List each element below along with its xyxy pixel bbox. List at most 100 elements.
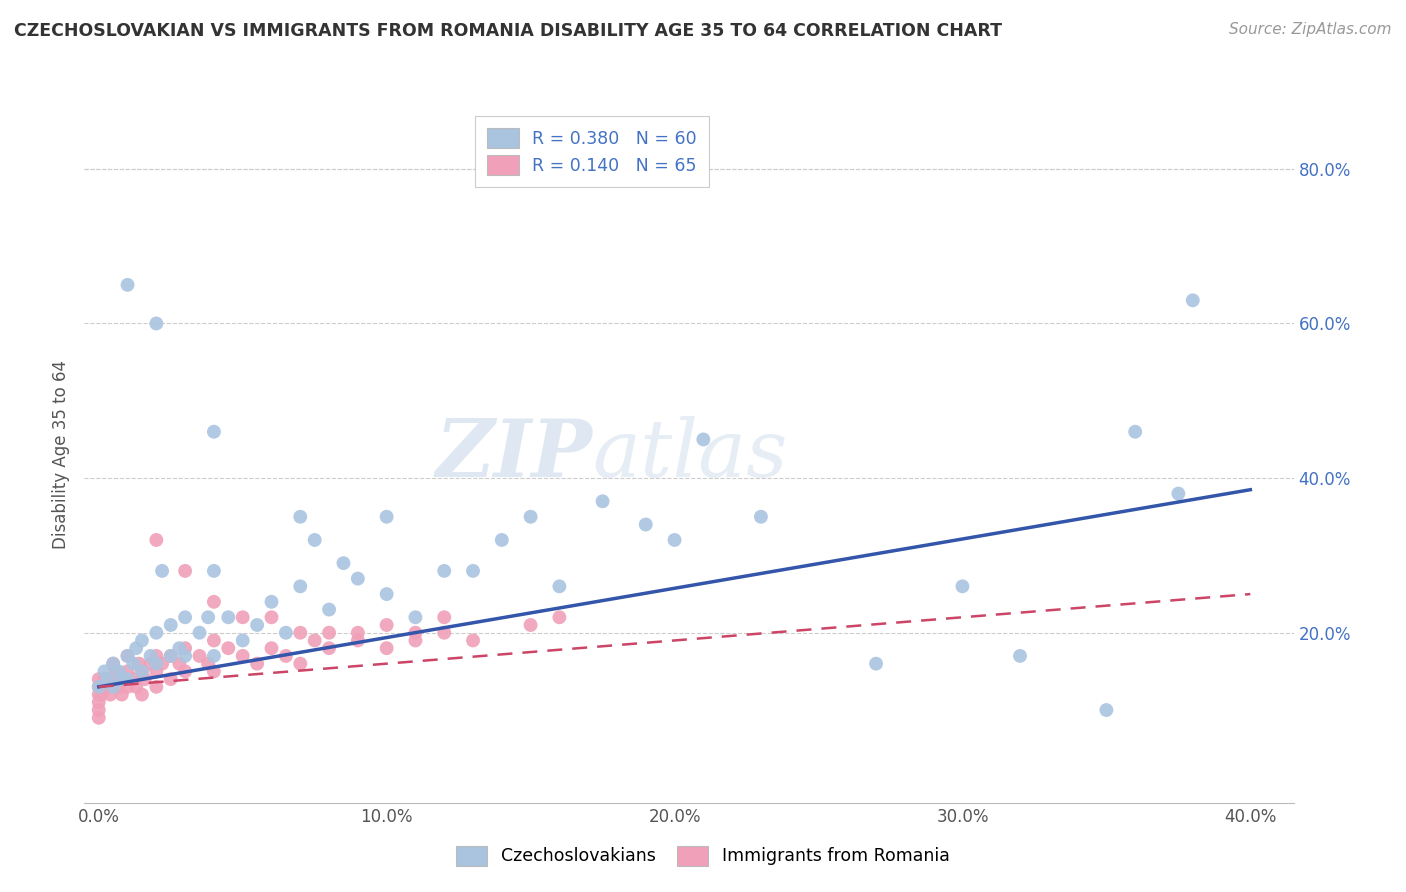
- Legend: R = 0.380   N = 60, R = 0.140   N = 65: R = 0.380 N = 60, R = 0.140 N = 65: [475, 116, 709, 187]
- Point: [96, 680, 118, 694]
- Point: [592, 494, 614, 508]
- Point: [318, 602, 340, 616]
- Point: [865, 657, 887, 671]
- Point: [404, 625, 426, 640]
- Point: [174, 648, 197, 663]
- Point: [174, 610, 197, 624]
- Point: [87, 711, 110, 725]
- Point: [491, 533, 513, 547]
- Point: [117, 680, 139, 694]
- Point: [117, 648, 139, 663]
- Point: [347, 625, 370, 640]
- Point: [290, 509, 312, 524]
- Point: [117, 648, 139, 663]
- Point: [433, 564, 456, 578]
- Point: [159, 648, 181, 663]
- Point: [125, 680, 148, 694]
- Point: [548, 610, 571, 624]
- Legend: Czechoslovakians, Immigrants from Romania: Czechoslovakians, Immigrants from Romani…: [447, 837, 959, 874]
- Text: ZIP: ZIP: [436, 417, 592, 493]
- Point: [101, 680, 124, 694]
- Point: [131, 665, 153, 679]
- Point: [197, 657, 219, 671]
- Point: [260, 595, 283, 609]
- Point: [202, 595, 225, 609]
- Point: [131, 688, 153, 702]
- Point: [101, 657, 124, 671]
- Point: [150, 657, 173, 671]
- Point: [117, 672, 139, 686]
- Point: [332, 556, 354, 570]
- Point: [404, 633, 426, 648]
- Point: [232, 648, 254, 663]
- Point: [404, 610, 426, 624]
- Point: [111, 672, 134, 686]
- Point: [246, 657, 269, 671]
- Point: [433, 625, 456, 640]
- Point: [174, 665, 197, 679]
- Point: [217, 641, 239, 656]
- Point: [290, 625, 312, 640]
- Point: [375, 641, 398, 656]
- Point: [664, 533, 686, 547]
- Point: [519, 509, 541, 524]
- Point: [290, 657, 312, 671]
- Point: [1123, 425, 1146, 439]
- Point: [125, 641, 148, 656]
- Point: [461, 564, 484, 578]
- Point: [290, 579, 312, 593]
- Point: [111, 688, 134, 702]
- Point: [188, 625, 211, 640]
- Point: [101, 657, 124, 671]
- Point: [98, 688, 121, 702]
- Point: [87, 695, 110, 709]
- Point: [1167, 486, 1189, 500]
- Point: [232, 633, 254, 648]
- Point: [246, 618, 269, 632]
- Point: [117, 277, 139, 292]
- Point: [375, 509, 398, 524]
- Point: [260, 610, 283, 624]
- Point: [433, 610, 456, 624]
- Point: [202, 633, 225, 648]
- Point: [145, 625, 167, 640]
- Point: [1008, 648, 1031, 663]
- Point: [169, 641, 191, 656]
- Point: [274, 648, 297, 663]
- Point: [347, 572, 370, 586]
- Point: [304, 633, 326, 648]
- Point: [174, 641, 197, 656]
- Point: [202, 425, 225, 439]
- Point: [217, 610, 239, 624]
- Y-axis label: Disability Age 35 to 64: Disability Age 35 to 64: [52, 360, 70, 549]
- Text: atlas: atlas: [592, 417, 787, 493]
- Point: [232, 610, 254, 624]
- Point: [93, 665, 115, 679]
- Point: [304, 533, 326, 547]
- Point: [131, 633, 153, 648]
- Point: [1181, 293, 1204, 308]
- Point: [145, 680, 167, 694]
- Point: [197, 610, 219, 624]
- Point: [90, 688, 112, 702]
- Point: [87, 688, 110, 702]
- Point: [274, 625, 297, 640]
- Point: [145, 533, 167, 547]
- Point: [131, 665, 153, 679]
- Point: [128, 657, 150, 671]
- Point: [692, 433, 714, 447]
- Point: [548, 579, 571, 593]
- Point: [145, 648, 167, 663]
- Point: [202, 648, 225, 663]
- Point: [202, 564, 225, 578]
- Point: [159, 648, 181, 663]
- Point: [145, 657, 167, 671]
- Point: [87, 680, 110, 694]
- Point: [150, 564, 173, 578]
- Point: [347, 633, 370, 648]
- Point: [139, 657, 162, 671]
- Point: [169, 657, 191, 671]
- Point: [202, 665, 225, 679]
- Point: [105, 665, 128, 679]
- Point: [108, 680, 131, 694]
